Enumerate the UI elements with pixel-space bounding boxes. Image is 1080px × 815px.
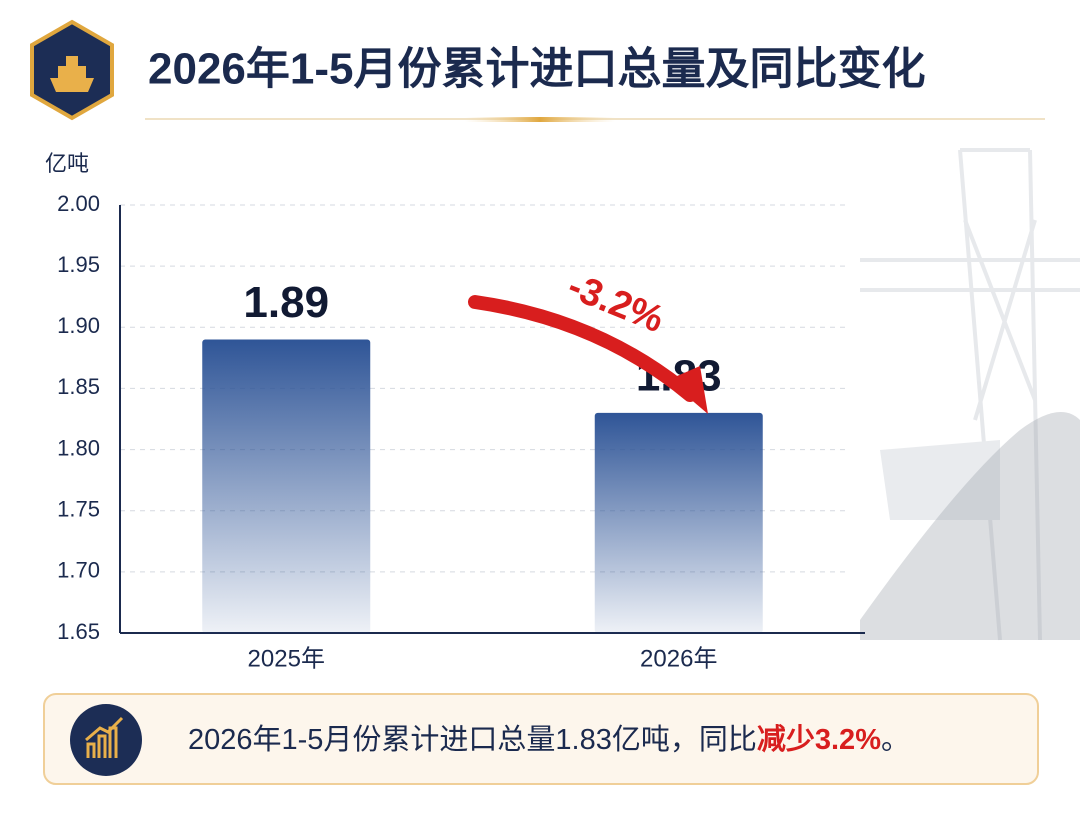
y-axis-label: 亿吨 [45,151,89,176]
y-tick-label: 1.95 [57,252,100,277]
bar [594,412,763,633]
summary-part: 。 [881,724,910,756]
header-accent [465,117,615,122]
bar [202,339,371,633]
x-tick-label: 2026年 [640,645,717,672]
summary-text: 2026年1-5月份累计进口总量1.83亿吨，同比减少3.2%。 [188,723,910,756]
y-tick-label: 1.80 [57,435,100,460]
summary-part: 2026年1-5月份累计进口总量1.83亿吨，同比 [188,723,757,756]
background-ore [860,412,1080,640]
y-tick-label: 1.85 [57,374,100,399]
x-tick-label: 2025年 [248,645,325,672]
summary-icon-glyph [85,716,124,758]
summary-highlight: 减少3.2% [757,723,881,756]
change-arrow [468,295,697,402]
chart-title: 2026年1-5月份累计进口总量及同比变化 [148,45,925,94]
summary-box [43,693,1039,785]
plot: 1.65 1.70 1.75 1.80 1.85 1.90 1.95 2.00 2025年 1.8… [57,191,865,672]
y-tick-label: 2.00 [57,191,100,216]
y-tick-label: 1.90 [57,313,100,338]
y-tick-label: 1.70 [57,558,100,583]
background-crane [860,148,1080,641]
y-tick-label: 1.75 [57,497,100,522]
change-arrowhead [668,366,708,414]
value-label: 1.89 [243,278,329,327]
ship-icon [50,56,94,92]
y-tick-label: 1.65 [57,619,100,644]
